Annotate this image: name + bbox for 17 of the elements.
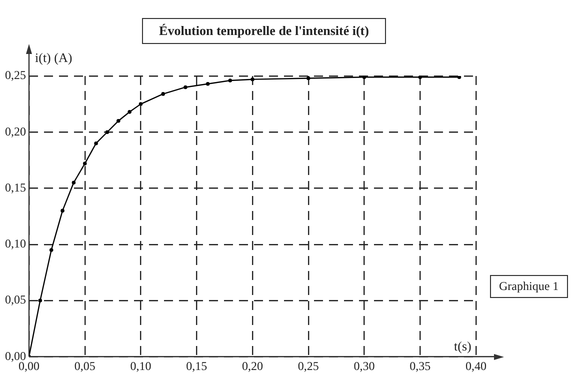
chart-title: Évolution temporelle de l'intensité i(t) (142, 18, 386, 44)
y-tick-label: 0,15 (5, 180, 26, 194)
x-tick-label: 0,35 (410, 358, 431, 373)
y-tick-label: 0,10 (5, 236, 26, 251)
x-tick-label: 0,10 (130, 358, 152, 373)
x-tick-label: 0,15 (186, 358, 208, 373)
text: Graphique 1 (490, 275, 568, 298)
y-tick-label: 0,25 (5, 68, 26, 82)
x-tick-label: 0,40 (466, 358, 486, 373)
y-tick-label: 0,05 (5, 292, 26, 307)
y-axis-title: i(t) (A) (35, 50, 72, 65)
x-tick-label: 0,05 (74, 358, 96, 373)
x-axis-title: t(s) (454, 338, 472, 354)
x-tick-label: 0,20 (242, 358, 263, 373)
y-tick-label: 0,20 (5, 124, 26, 138)
x-tick-label: 0,30 (354, 358, 375, 373)
x-tick-label: 0,25 (298, 358, 319, 373)
